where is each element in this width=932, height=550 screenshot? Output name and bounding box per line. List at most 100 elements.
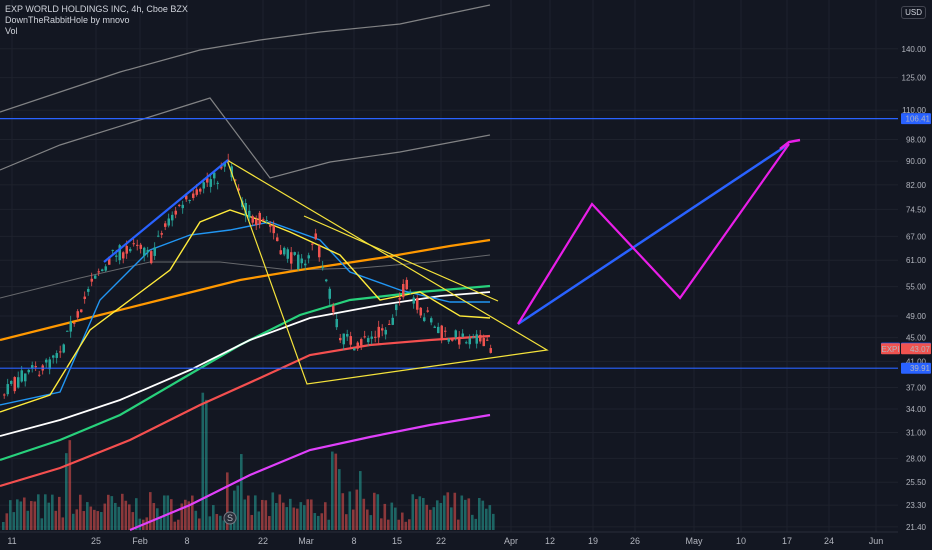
volume-title[interactable]: Vol [5, 26, 18, 36]
volume-bar [474, 518, 478, 530]
volume-bar [397, 519, 401, 530]
candle-body [199, 188, 202, 192]
time-axis-tick-label: 19 [588, 536, 598, 546]
candle-body [167, 218, 170, 226]
triangle-inner-line [303, 215, 499, 302]
candle-body [213, 172, 216, 179]
projection-magenta-line [517, 143, 790, 325]
volume-bar [320, 513, 324, 530]
volume-bar [324, 502, 327, 530]
candle-body [248, 210, 251, 218]
price-axis-tick-label: 98.00 [906, 136, 927, 145]
price-label-tag: EXPI [881, 345, 899, 354]
time-axis-tick-label: 22 [436, 536, 446, 546]
time-axis-tick-label: 22 [258, 536, 268, 546]
candle-body [370, 336, 373, 339]
volume-bar [310, 499, 313, 530]
candle-body [171, 214, 174, 221]
volume-bar [271, 492, 275, 530]
candle-body [423, 317, 426, 321]
volume-bar [443, 495, 446, 530]
volume-bar [149, 492, 152, 530]
candle-body [55, 353, 58, 358]
candles [3, 153, 492, 399]
symbol-title[interactable]: EXP WORLD HOLDINGS INC, 4h, Cboe BZX [5, 4, 188, 14]
currency-badge[interactable]: USD [901, 6, 926, 19]
candle-body [342, 333, 345, 345]
price-axis-tick-label: 23.30 [906, 501, 927, 510]
volume-bar [450, 507, 453, 530]
volume-bar [478, 497, 481, 530]
candle-body [45, 359, 48, 363]
candle-body [398, 297, 401, 300]
candle-body [276, 237, 279, 242]
indicator-title[interactable]: DownTheRabbitHole by mnovo [5, 15, 130, 25]
candle-body [388, 323, 391, 325]
candle-body [451, 338, 454, 341]
volume-bars [2, 392, 495, 530]
candle-body [188, 199, 191, 201]
triangle-drawing [226, 159, 549, 385]
volume-bar [404, 521, 408, 530]
volume-bar [390, 502, 394, 530]
volume-bar [481, 500, 485, 530]
volume-bar [180, 503, 184, 530]
volume-bar [124, 500, 128, 530]
volume-bar [33, 501, 37, 530]
candle-body [356, 342, 359, 349]
price-label-box [901, 113, 931, 125]
time-axis-tick-label: 11 [7, 536, 16, 546]
candle-body [395, 304, 398, 311]
volume-bar [2, 521, 5, 530]
price-axis-tick-label: 31.00 [906, 429, 927, 438]
candle-body [87, 288, 90, 292]
candle-body [13, 377, 16, 392]
time-axis-tick-label: Mar [298, 536, 314, 546]
price-label-value: 39.91 [910, 364, 931, 373]
volume-bar [278, 494, 282, 530]
candle-body [468, 338, 471, 345]
time-axis-tick-label: Jun [869, 536, 884, 546]
candle-body [76, 311, 79, 318]
candle-body [125, 245, 128, 254]
volume-bar [348, 491, 352, 530]
candle-body [419, 307, 422, 316]
price-axis-tick-label: 74.50 [906, 205, 927, 214]
volume-bar [170, 499, 173, 530]
volume-bar [75, 509, 79, 530]
candle-body [454, 330, 457, 338]
volume-bar [177, 519, 180, 530]
price-axis-tick-label: 21.40 [906, 523, 927, 532]
volume-bar [152, 503, 156, 530]
volume-bar [37, 494, 40, 530]
candle-body [181, 204, 184, 209]
candle-body [185, 195, 188, 200]
price-axis-tick-label: 41.00 [906, 357, 927, 366]
volume-bar [345, 514, 348, 530]
volume-bar [65, 453, 68, 530]
candle-body [349, 336, 352, 345]
candle-body [391, 317, 394, 325]
candle-body [444, 330, 447, 332]
volume-bar [131, 512, 135, 530]
candle-body [255, 219, 258, 226]
candle-body [339, 337, 342, 341]
candle-body [59, 351, 62, 353]
volume-bar [23, 497, 26, 530]
candle-body [458, 336, 461, 345]
time-axis-tick-label: 12 [545, 536, 555, 546]
candle-body [157, 235, 160, 237]
candle-body [258, 212, 261, 225]
volume-bar [240, 454, 243, 530]
volume-bar [282, 502, 285, 530]
candle-body [129, 249, 132, 252]
volume-bar [236, 485, 240, 530]
volume-bar [383, 503, 387, 530]
volume-bar [387, 519, 390, 530]
candle-body [192, 193, 195, 198]
volume-bar [16, 499, 19, 530]
candle-body [346, 334, 349, 337]
candle-body [269, 225, 272, 227]
candle-body [437, 326, 440, 334]
